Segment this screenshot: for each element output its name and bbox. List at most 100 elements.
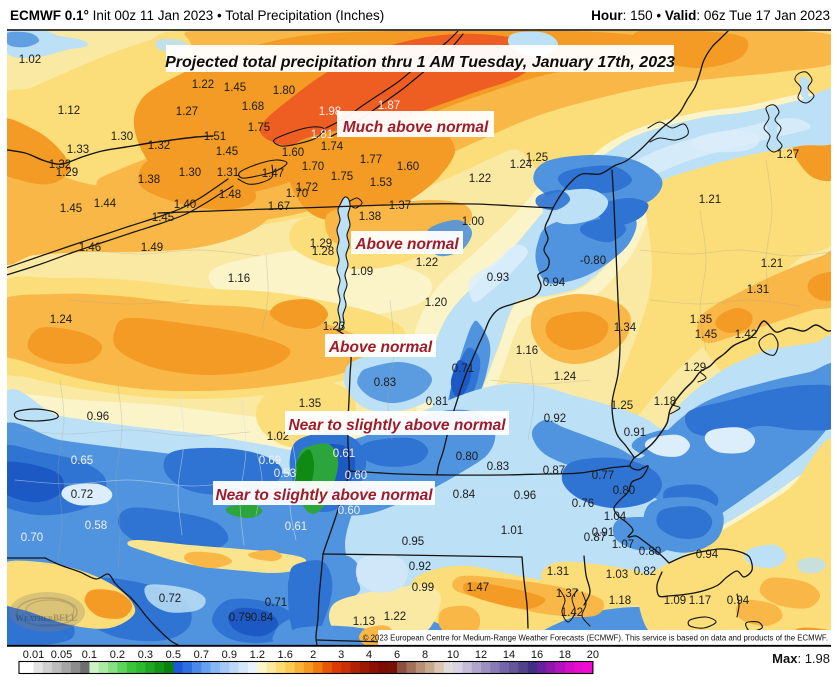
svg-text:1.70: 1.70 [286, 188, 308, 200]
svg-text:0.58: 0.58 [85, 520, 107, 532]
svg-text:1.24: 1.24 [510, 159, 533, 171]
svg-text:1.27: 1.27 [777, 149, 799, 161]
svg-text:1.29: 1.29 [56, 167, 78, 179]
svg-text:1.49: 1.49 [141, 242, 163, 254]
svg-text:1.2: 1.2 [250, 649, 265, 661]
svg-text:1.01: 1.01 [501, 525, 523, 537]
svg-text:0.7: 0.7 [194, 649, 209, 661]
svg-text:0.80: 0.80 [613, 485, 635, 497]
svg-text:0.60: 0.60 [338, 505, 360, 517]
svg-text:Hour: 150 • Valid: 06z Tue 17: Hour: 150 • Valid: 06z Tue 17 Jan 2023 [591, 8, 830, 23]
svg-text:1.13: 1.13 [353, 616, 375, 628]
svg-text:3: 3 [338, 649, 344, 661]
svg-text:1.24: 1.24 [554, 371, 577, 383]
svg-text:0.05: 0.05 [51, 649, 72, 661]
svg-text:1.18: 1.18 [609, 595, 631, 607]
svg-text:1.35: 1.35 [690, 314, 712, 326]
svg-text:1.77: 1.77 [360, 154, 382, 166]
svg-text:16: 16 [531, 649, 543, 661]
svg-text:1.16: 1.16 [228, 273, 250, 285]
svg-text:1.37: 1.37 [389, 200, 411, 212]
svg-text:1.31: 1.31 [217, 167, 239, 179]
svg-text:0.3: 0.3 [138, 649, 153, 661]
svg-text:0.81: 0.81 [426, 396, 448, 408]
svg-text:1.22: 1.22 [192, 79, 214, 91]
svg-text:0.1: 0.1 [82, 649, 97, 661]
svg-text:0.95: 0.95 [402, 536, 424, 548]
svg-text:4: 4 [366, 649, 372, 661]
svg-text:1.09: 1.09 [664, 595, 686, 607]
svg-text:0.53: 0.53 [274, 468, 296, 480]
svg-text:0.01: 0.01 [23, 649, 44, 661]
svg-text:0.92: 0.92 [544, 413, 566, 425]
svg-text:0.84: 0.84 [251, 612, 274, 624]
svg-text:1.28: 1.28 [312, 246, 334, 258]
svg-text:1.00: 1.00 [462, 216, 484, 228]
svg-text:1.22: 1.22 [416, 257, 438, 269]
svg-text:0.80: 0.80 [456, 451, 478, 463]
svg-text:1.21: 1.21 [761, 258, 783, 270]
svg-text:1.07: 1.07 [612, 539, 634, 551]
svg-text:1.72: 1.72 [296, 182, 318, 194]
svg-text:1.6: 1.6 [278, 649, 293, 661]
svg-text:1.20: 1.20 [425, 297, 447, 309]
svg-text:1.48: 1.48 [219, 189, 241, 201]
svg-text:1.45: 1.45 [216, 146, 238, 158]
svg-text:1.12: 1.12 [58, 105, 80, 117]
svg-text:1.35: 1.35 [299, 398, 321, 410]
svg-text:0.2: 0.2 [110, 649, 125, 661]
svg-text:2: 2 [310, 649, 316, 661]
svg-text:1.37: 1.37 [556, 588, 578, 600]
svg-text:0.94: 0.94 [696, 549, 719, 561]
svg-text:1.29: 1.29 [310, 238, 332, 250]
svg-text:0.5: 0.5 [166, 649, 181, 661]
svg-text:0.87: 0.87 [584, 532, 606, 544]
svg-text:14: 14 [503, 649, 515, 661]
svg-text:1.87: 1.87 [378, 100, 400, 112]
svg-text:1.22: 1.22 [469, 173, 491, 185]
svg-text:1.21: 1.21 [699, 194, 721, 206]
svg-text:0.87: 0.87 [543, 465, 565, 477]
svg-text:8: 8 [422, 649, 428, 661]
svg-text:1.32: 1.32 [148, 140, 170, 152]
svg-text:1.45: 1.45 [695, 329, 717, 341]
svg-text:0.94: 0.94 [727, 595, 750, 607]
svg-text:1.02: 1.02 [267, 431, 289, 443]
svg-text:1.45: 1.45 [224, 82, 246, 94]
svg-text:0.9: 0.9 [222, 649, 237, 661]
svg-text:1.67: 1.67 [268, 201, 290, 213]
svg-text:1.17: 1.17 [689, 595, 711, 607]
svg-text:0.91: 0.91 [592, 527, 614, 539]
svg-text:0.84: 0.84 [453, 489, 476, 501]
svg-text:1.31: 1.31 [747, 284, 769, 296]
svg-text:Above normal: Above normal [328, 339, 433, 356]
svg-text:1.23: 1.23 [323, 321, 345, 333]
svg-text:0.61: 0.61 [333, 448, 355, 460]
svg-text:1.30: 1.30 [111, 131, 133, 143]
svg-text:1.09: 1.09 [351, 266, 373, 278]
svg-text:0.93: 0.93 [487, 272, 509, 284]
svg-text:1.45: 1.45 [152, 212, 174, 224]
svg-text:1.42: 1.42 [561, 607, 583, 619]
svg-text:0.79: 0.79 [229, 612, 251, 624]
svg-text:18: 18 [559, 649, 571, 661]
svg-text:1.18: 1.18 [654, 396, 676, 408]
svg-text:1.25: 1.25 [611, 400, 633, 412]
svg-text:1.40: 1.40 [174, 199, 196, 211]
svg-text:1.60: 1.60 [397, 161, 419, 173]
svg-text:Projected total precipitation: Projected total precipitation thru 1 AM … [165, 54, 675, 71]
svg-text:1.70: 1.70 [302, 161, 324, 173]
svg-text:0.91: 0.91 [624, 427, 646, 439]
svg-text:10: 10 [447, 649, 459, 661]
svg-text:© 2023 European Centre for Med: © 2023 European Centre for Medium-Range … [363, 634, 828, 643]
svg-text:1.33: 1.33 [67, 144, 89, 156]
svg-text:1.68: 1.68 [242, 101, 264, 113]
svg-text:1.22: 1.22 [384, 611, 406, 623]
svg-text:1.60: 1.60 [282, 147, 304, 159]
svg-text:0.69: 0.69 [259, 455, 281, 467]
svg-text:0.96: 0.96 [514, 490, 536, 502]
svg-text:1.04: 1.04 [604, 511, 627, 523]
svg-text:Near to slightly above normal: Near to slightly above normal [215, 487, 433, 504]
svg-text:1.29: 1.29 [684, 362, 706, 374]
svg-text:1.38: 1.38 [138, 174, 160, 186]
